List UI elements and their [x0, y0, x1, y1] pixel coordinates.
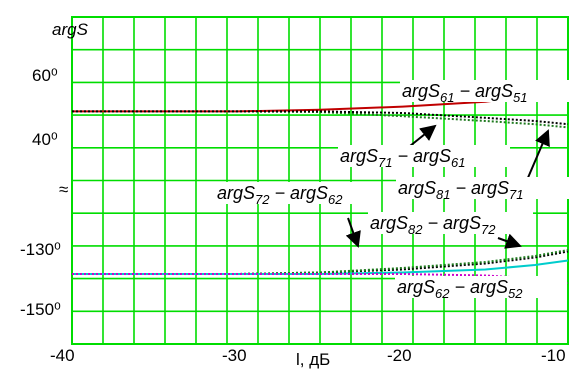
annotation-label: argS72 − argS62	[217, 183, 343, 207]
annotation-subscript: 81	[436, 187, 450, 202]
annotation-text: −	[270, 183, 291, 203]
annotation-subscript: 51	[513, 90, 527, 105]
annotation-label: argS81 − argS71	[398, 178, 524, 202]
annotation-background	[400, 80, 572, 102]
y-tick-label: 40⁰	[32, 130, 58, 149]
annotation-text: argS	[370, 213, 408, 233]
annotation-subscript: 52	[508, 286, 523, 301]
annotation-text: argS	[340, 146, 378, 166]
annotation-subscript: 62	[328, 192, 343, 207]
annotation-arrow	[526, 129, 550, 181]
annotation-text: argS	[413, 146, 451, 166]
x-tick-label: -30	[222, 346, 247, 365]
annotation-background	[396, 177, 570, 199]
y-tick-label: -130⁰	[20, 240, 61, 259]
y-tick-label: -150⁰	[20, 300, 61, 319]
annotation-label: argS71 − argS61	[340, 146, 466, 170]
annotation-text: −	[393, 146, 414, 166]
annotation-text: argS	[398, 178, 436, 198]
axis-break-mark: ≈	[59, 180, 68, 199]
annotation-subscript: 72	[255, 192, 270, 207]
y-axis-title: argS	[52, 20, 89, 39]
x-tick-label: -20	[387, 346, 412, 365]
annotation-label: argS61 − argS51	[402, 81, 528, 105]
annotation-subscript: 72	[481, 222, 496, 237]
annotation-text: −	[451, 178, 472, 198]
annotation-arrows	[345, 124, 550, 249]
annotation-background	[338, 145, 510, 167]
annotation-subscript: 82	[408, 222, 423, 237]
annotation-text: argS	[402, 81, 440, 101]
annotation-subscript: 61	[451, 155, 465, 170]
annotation-text: −	[423, 213, 444, 233]
series-line-7	[72, 273, 569, 284]
annotation-text: argS	[471, 178, 509, 198]
annotation-label: argS62 − argS52	[397, 277, 523, 301]
annotation-arrow	[497, 233, 522, 249]
annotation-subscript: 61	[440, 90, 454, 105]
annotation-text: argS	[470, 277, 508, 297]
x-axis-title: l, дБ	[296, 350, 330, 369]
annotation-text: argS	[290, 183, 328, 203]
annotation-text: argS	[443, 213, 481, 233]
annotation-text: argS	[217, 183, 255, 203]
x-tick-label: -40	[50, 346, 75, 365]
y-tick-label: 60⁰	[32, 66, 58, 85]
annotation-arrow	[409, 124, 437, 147]
annotation-text: −	[450, 277, 471, 297]
annotation-subscript: 62	[435, 286, 450, 301]
annotation-subscript: 71	[509, 187, 523, 202]
annotation-text: −	[455, 81, 476, 101]
annotation-text: argS	[475, 81, 513, 101]
series-line-3	[72, 110, 569, 126]
x-tick-label: -10	[541, 346, 566, 365]
annotation-arrow	[345, 217, 361, 248]
annotation-label: argS82 − argS72	[370, 213, 496, 237]
annotation-text: argS	[397, 277, 435, 297]
annotation-background	[368, 212, 533, 234]
annotation-background	[395, 276, 567, 298]
annotation-subscript: 71	[378, 155, 392, 170]
annotation-background	[215, 182, 380, 204]
